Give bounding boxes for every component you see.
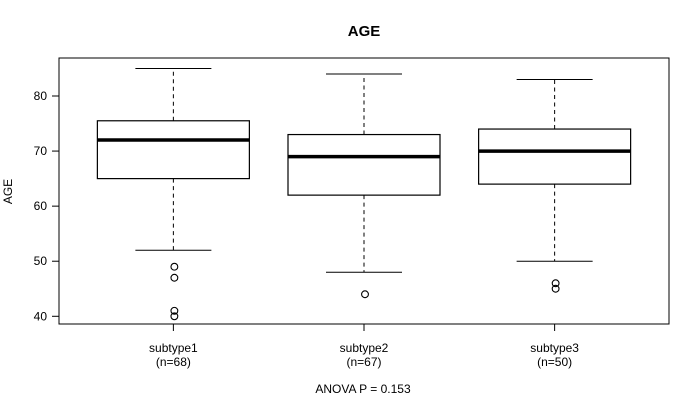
chart-title: AGE xyxy=(348,23,381,40)
x-tick-label: subtype3 xyxy=(530,341,579,355)
outlier-point xyxy=(170,312,179,321)
outlier-point xyxy=(551,284,560,293)
outlier-point xyxy=(551,279,560,288)
x-tick-sublabel: (n=67) xyxy=(346,355,381,369)
outlier-point xyxy=(170,273,179,282)
outlier-point xyxy=(361,290,369,299)
anova-annotation: ANOVA P = 0.153 xyxy=(315,382,411,396)
plot-layer: 40 50 60 70 80 subtype1(n=68) subtype2(n=67) su… xyxy=(34,57,670,369)
x-tick-sublabel: (n=68) xyxy=(156,355,191,369)
y-tick-label: 40 xyxy=(34,309,48,323)
y-tick-label: 70 xyxy=(34,144,48,158)
x-tick-label: subtype2 xyxy=(340,341,389,355)
x-tick-sublabel: (n=50) xyxy=(537,355,572,369)
y-tick-label: 60 xyxy=(34,199,48,213)
y-axis-title: AGE xyxy=(1,179,15,204)
y-tick-label: 80 xyxy=(34,89,48,103)
iqr-box xyxy=(287,133,441,196)
outlier-point xyxy=(170,262,179,271)
iqr-box xyxy=(478,128,632,185)
y-tick-label: 50 xyxy=(34,254,48,268)
iqr-box xyxy=(96,120,250,180)
outlier-point xyxy=(170,306,179,315)
x-tick-label: subtype1 xyxy=(149,341,198,355)
